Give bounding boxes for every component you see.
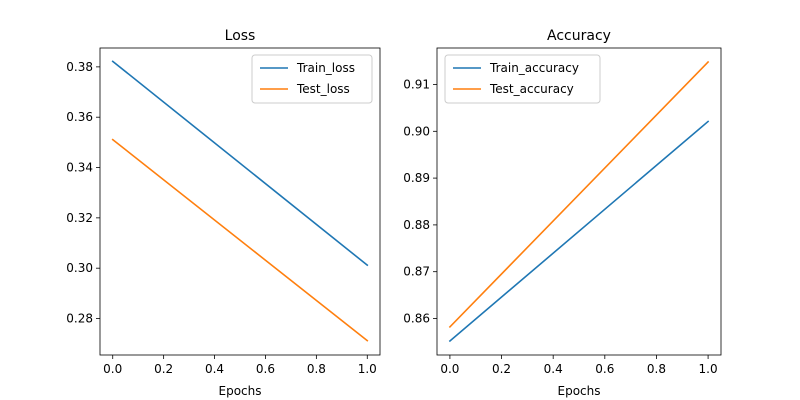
x-tick-label: 0.8 [647, 362, 666, 376]
series-line-test-loss [111, 138, 369, 342]
y-tick-label: 0.91 [403, 78, 430, 92]
x-tick-label: 0.6 [595, 362, 614, 376]
accuracy-subplot: Accuracy 0.0 0.2 0.4 0.6 0.8 1.0 0.86 0.87 0.88 0.… [403, 28, 722, 398]
x-tick-label: 1.0 [358, 362, 377, 376]
loss-subplot: Loss 0.0 0.2 0.4 0.6 0.8 1.0 0.28 0.30 0.32 0.34 0.… [66, 28, 381, 398]
y-tick-label: 0.30 [66, 261, 93, 275]
axes-frame [99, 47, 381, 356]
chart-title: Loss [225, 28, 256, 44]
y-tick-label: 0.32 [66, 211, 93, 225]
chart-title: Accuracy [547, 28, 611, 44]
series-line-test-accuracy [448, 60, 710, 329]
x-tick-label: 0.2 [492, 362, 511, 376]
axes-frame [436, 47, 722, 356]
x-tick-label: 0.4 [544, 362, 563, 376]
x-tick-label: 0.4 [205, 362, 224, 376]
y-tick-label: 0.89 [403, 171, 430, 185]
legend-label: Test_accuracy [489, 82, 574, 96]
y-tick-label: 0.36 [66, 110, 93, 124]
legend-box [251, 54, 373, 104]
x-tick-label: 0.0 [440, 362, 459, 376]
x-tick-label: 0.0 [103, 362, 122, 376]
series-line-train-loss [111, 60, 369, 267]
legend-label: Train_loss [296, 61, 355, 75]
x-axis-label: Epochs [558, 384, 601, 398]
x-axis-label: Epochs [219, 384, 262, 398]
y-tick-label: 0.38 [66, 60, 93, 74]
series-line-train-accuracy [448, 120, 710, 343]
x-tick-label: 1.0 [699, 362, 718, 376]
x-tick-label: 0.8 [307, 362, 326, 376]
x-tick-label: 0.6 [256, 362, 275, 376]
legend-box [444, 54, 601, 104]
y-tick-label: 0.90 [403, 124, 430, 138]
x-tick-label: 0.2 [154, 362, 173, 376]
y-tick-label: 0.88 [403, 218, 430, 232]
y-tick-label: 0.87 [403, 265, 430, 279]
legend-label: Train_accuracy [489, 61, 579, 75]
y-tick-label: 0.28 [66, 312, 93, 326]
legend-label: Test_loss [296, 82, 350, 96]
y-tick-label: 0.86 [403, 311, 430, 325]
y-tick-label: 0.34 [66, 161, 93, 175]
